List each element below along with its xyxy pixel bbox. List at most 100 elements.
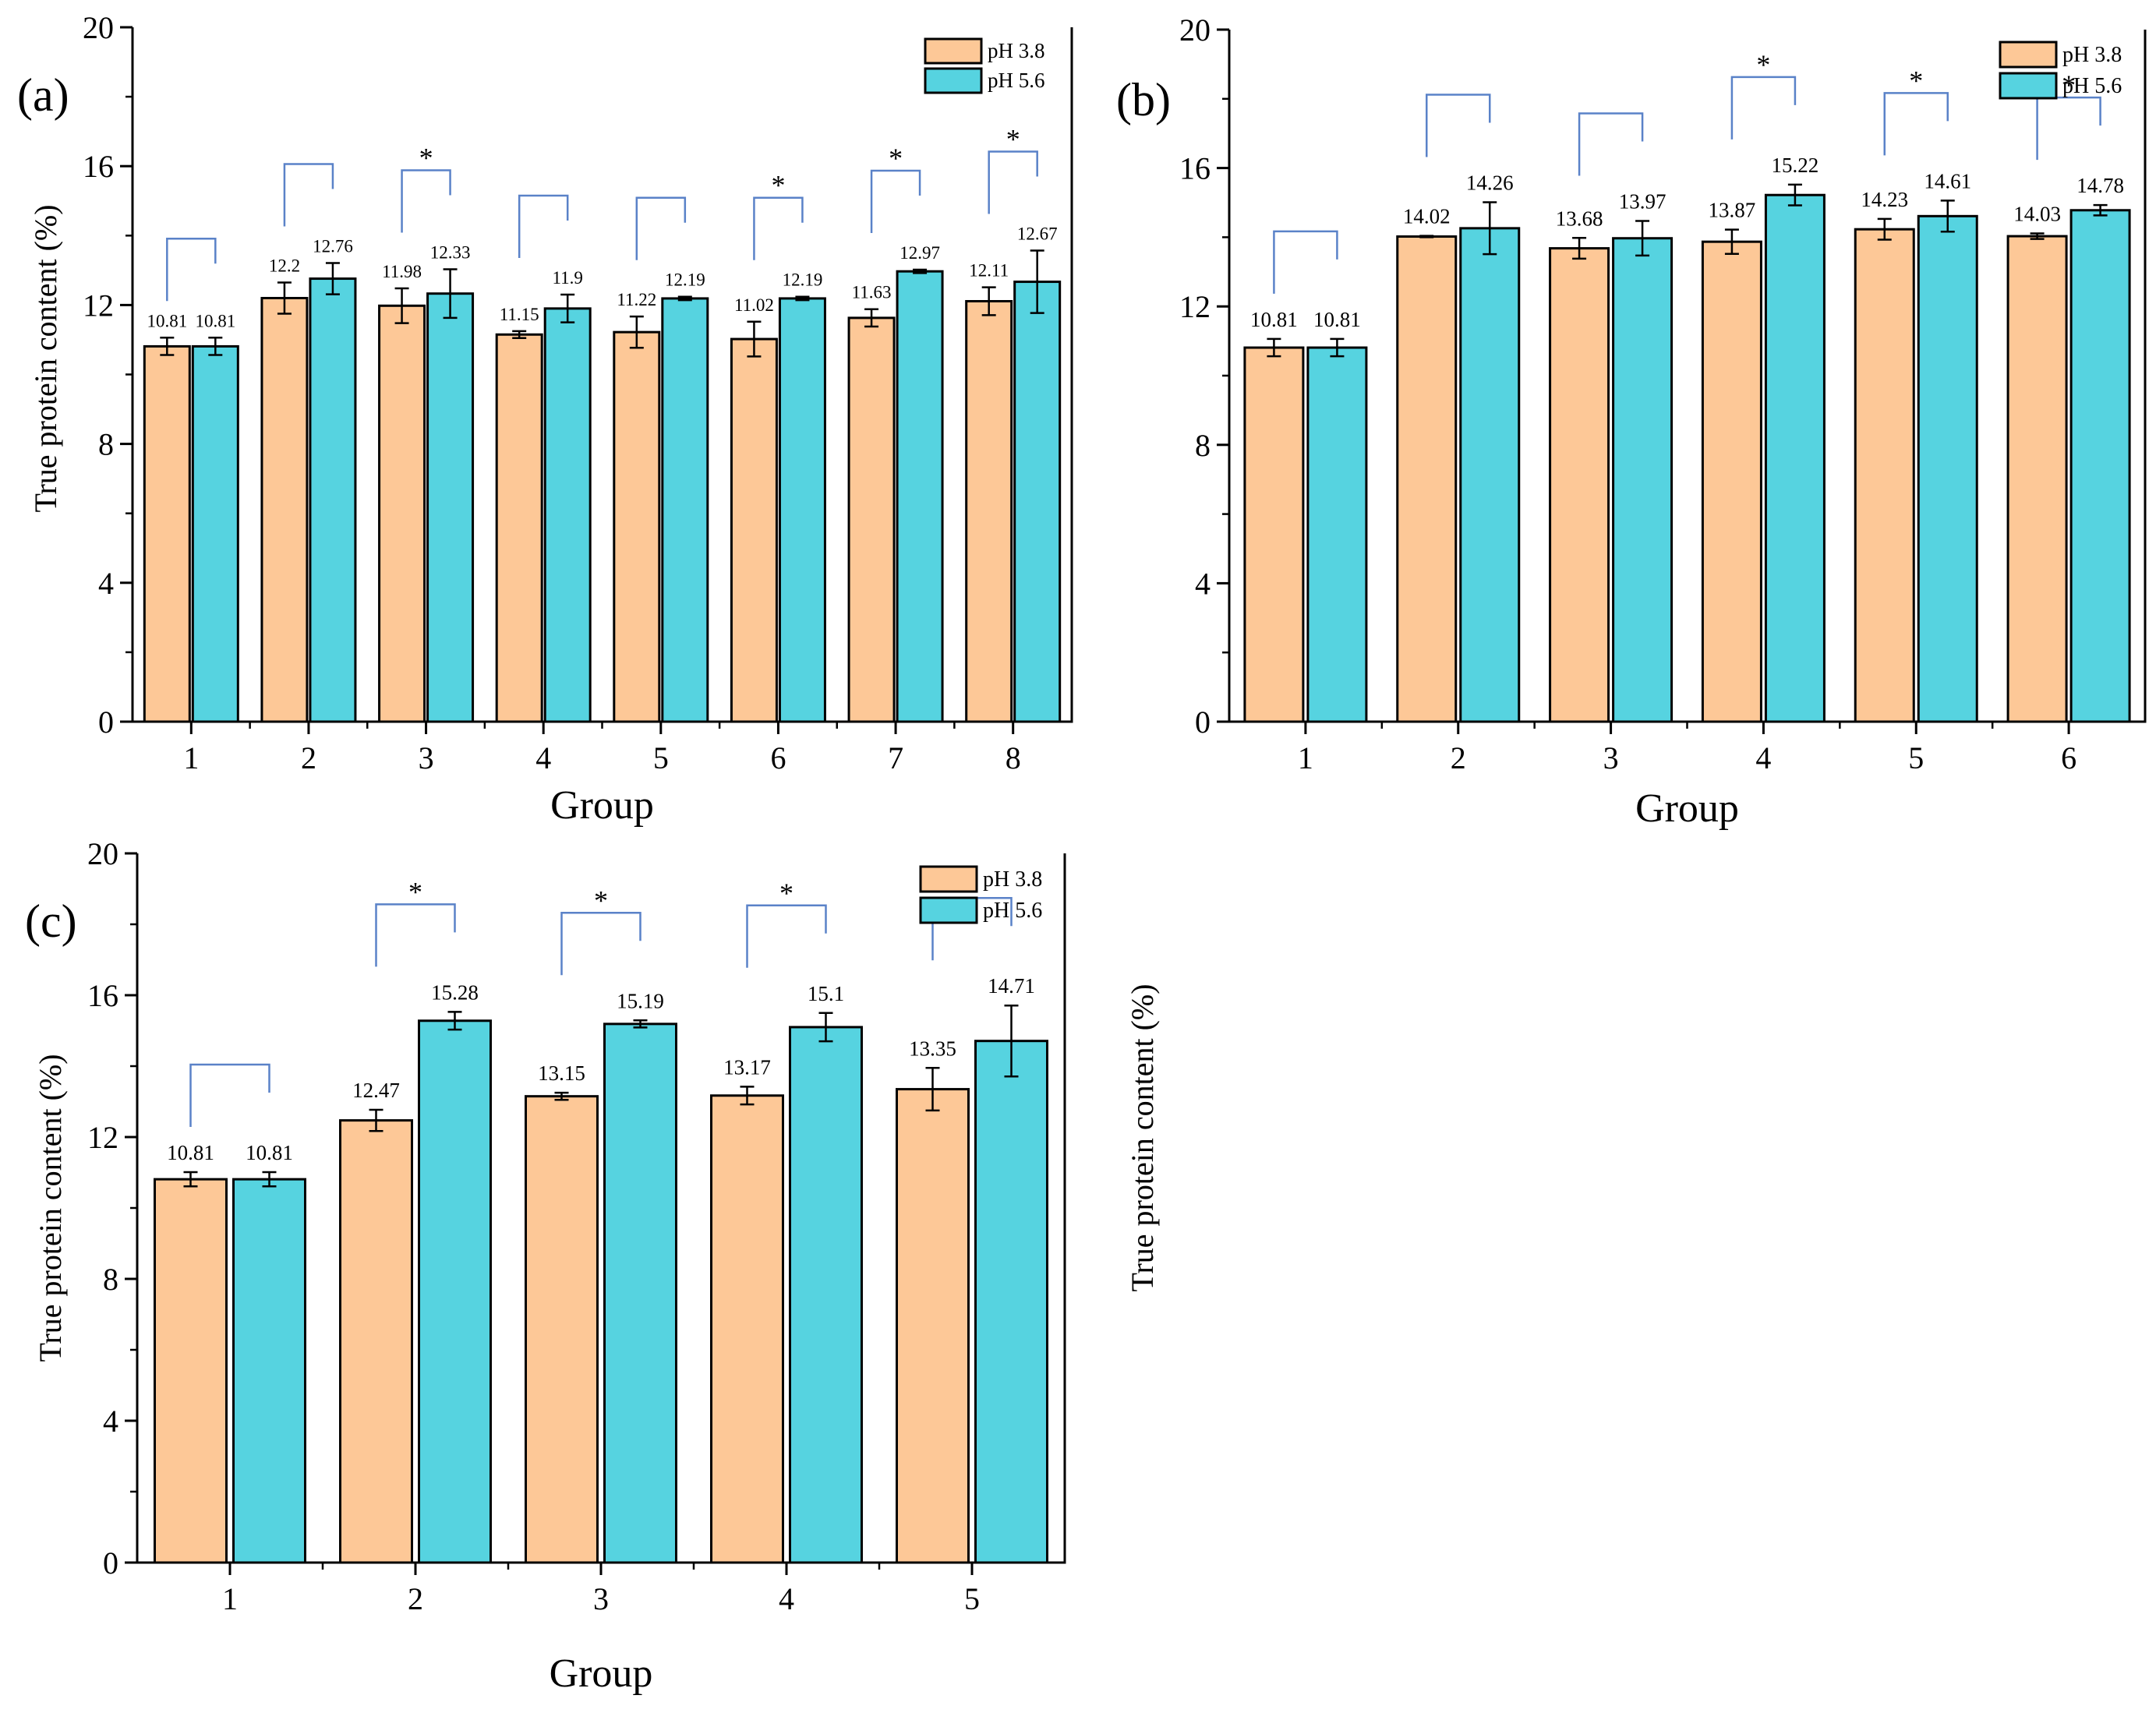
value-label: 12.11 — [969, 261, 1009, 281]
bar-g6-ph56 — [778, 297, 826, 723]
legend-label: pH 5.6 — [988, 69, 1045, 92]
value-label: 13.35 — [909, 1037, 956, 1060]
y-tick-label: 16 — [1179, 151, 1211, 186]
significance-bracket — [283, 163, 334, 227]
value-label: 15.1 — [808, 982, 844, 1005]
y-tick-label: 20 — [87, 836, 118, 871]
significance-bracket — [635, 196, 687, 260]
value-label: 12.2 — [269, 256, 300, 275]
x-axis-title: Group — [550, 783, 654, 828]
value-label: 14.03 — [2013, 203, 2061, 226]
legend-label: pH 3.8 — [983, 867, 1042, 892]
bar-g4-ph56 — [1764, 193, 1826, 723]
significance-bracket — [746, 904, 827, 968]
value-label: 13.17 — [723, 1055, 771, 1079]
value-label: 14.71 — [988, 974, 1035, 998]
x-tick-label: 4 — [779, 1581, 794, 1616]
x-tick-label: 3 — [593, 1581, 609, 1616]
value-label: 13.15 — [538, 1061, 585, 1085]
value-label: 14.26 — [1466, 171, 1514, 195]
legend-swatch-ph38 — [1999, 41, 2058, 69]
y-tick-label: 12 — [1179, 289, 1211, 324]
value-label: 10.81 — [1313, 308, 1361, 331]
significance-bracket — [753, 196, 804, 260]
significance-star: * — [779, 878, 793, 909]
y-tick-label: 0 — [1195, 705, 1211, 740]
bar-g3-ph56 — [603, 1022, 677, 1564]
bar-g5-ph38 — [896, 1088, 970, 1564]
value-label: 11.15 — [500, 305, 539, 324]
bar-g3-ph56 — [1612, 237, 1674, 723]
value-label: 15.22 — [1772, 154, 1819, 177]
value-label: 14.78 — [2076, 174, 2124, 197]
legend: pH 3.8 pH 5.6 — [919, 865, 1042, 924]
y-tick-label: 4 — [1195, 566, 1211, 601]
y-tick-label: 20 — [1179, 12, 1211, 48]
x-tick-label: 3 — [1603, 740, 1619, 775]
bar-g4-ph38 — [710, 1094, 784, 1564]
value-label: 12.97 — [900, 243, 940, 263]
significance-star: * — [1909, 65, 1923, 96]
significance-bracket — [518, 194, 569, 259]
x-axis-title: Group — [1635, 786, 1739, 831]
y-tick-label: 16 — [87, 978, 118, 1013]
bar-g2-ph56 — [1459, 227, 1521, 723]
significance-bracket — [401, 169, 451, 233]
bar-g2-ph56 — [309, 277, 357, 723]
value-label: 13.97 — [1619, 190, 1666, 214]
bar-g5-ph38 — [1854, 228, 1915, 723]
bar-g8-ph56 — [1013, 281, 1062, 723]
bar-g7-ph56 — [896, 270, 944, 723]
significance-bracket — [560, 912, 641, 976]
bar-g1-ph38 — [1243, 346, 1305, 723]
legend-swatch-ph56 — [919, 896, 978, 924]
legend: pH 3.8 pH 5.6 — [1999, 41, 2122, 100]
legend-label: pH 5.6 — [2062, 74, 2122, 98]
x-tick-label: 3 — [419, 740, 434, 775]
value-label: 14.02 — [1403, 205, 1451, 228]
x-tick-label: 1 — [1298, 740, 1313, 775]
value-label: 15.19 — [617, 989, 664, 1012]
x-tick-label: 8 — [1006, 740, 1021, 775]
x-tick-label: 5 — [1908, 740, 1924, 775]
value-label: 12.76 — [313, 236, 353, 256]
y-tick-label: 0 — [98, 705, 114, 740]
bar-g2-ph56 — [418, 1019, 492, 1564]
significance-bracket — [1426, 94, 1491, 157]
bar-g6-ph38 — [730, 337, 778, 723]
significance-bracket — [988, 150, 1038, 214]
bar-g1-ph56 — [1306, 346, 1368, 723]
significance-star: * — [771, 170, 785, 201]
value-label: 10.81 — [195, 311, 235, 330]
y-tick-label: 4 — [103, 1404, 118, 1439]
significance-star: * — [2062, 69, 2076, 101]
bar-g7-ph38 — [847, 316, 896, 723]
bar-g1-ph38 — [154, 1178, 228, 1564]
legend-swatch-ph56 — [1999, 72, 2058, 100]
value-label: 10.81 — [246, 1141, 293, 1164]
value-label: 12.67 — [1017, 224, 1058, 243]
y-axis-title: True protein content (%) — [1125, 984, 1160, 1291]
significance-star: * — [1756, 49, 1770, 80]
significance-star: * — [1006, 123, 1020, 154]
bar-g4-ph38 — [495, 333, 543, 723]
legend: pH 3.8 pH 5.6 — [924, 37, 1045, 94]
bar-g2-ph38 — [260, 296, 309, 723]
bar-g4-ph56 — [543, 307, 592, 723]
significance-star: * — [594, 885, 608, 916]
x-tick-label: 4 — [535, 740, 551, 775]
panel-label: (c) — [25, 895, 77, 947]
x-tick-label: 2 — [301, 740, 316, 775]
y-tick-label: 8 — [98, 427, 114, 462]
value-label: 11.63 — [852, 283, 892, 302]
significance-bracket — [1883, 92, 1949, 156]
value-label: 14.61 — [1924, 169, 1971, 192]
y-tick-label: 12 — [83, 288, 114, 323]
bar-g6-ph38 — [2006, 235, 2068, 723]
significance-bracket — [166, 238, 217, 302]
panel-label: (a) — [17, 69, 69, 121]
bar-g4-ph56 — [789, 1026, 863, 1564]
